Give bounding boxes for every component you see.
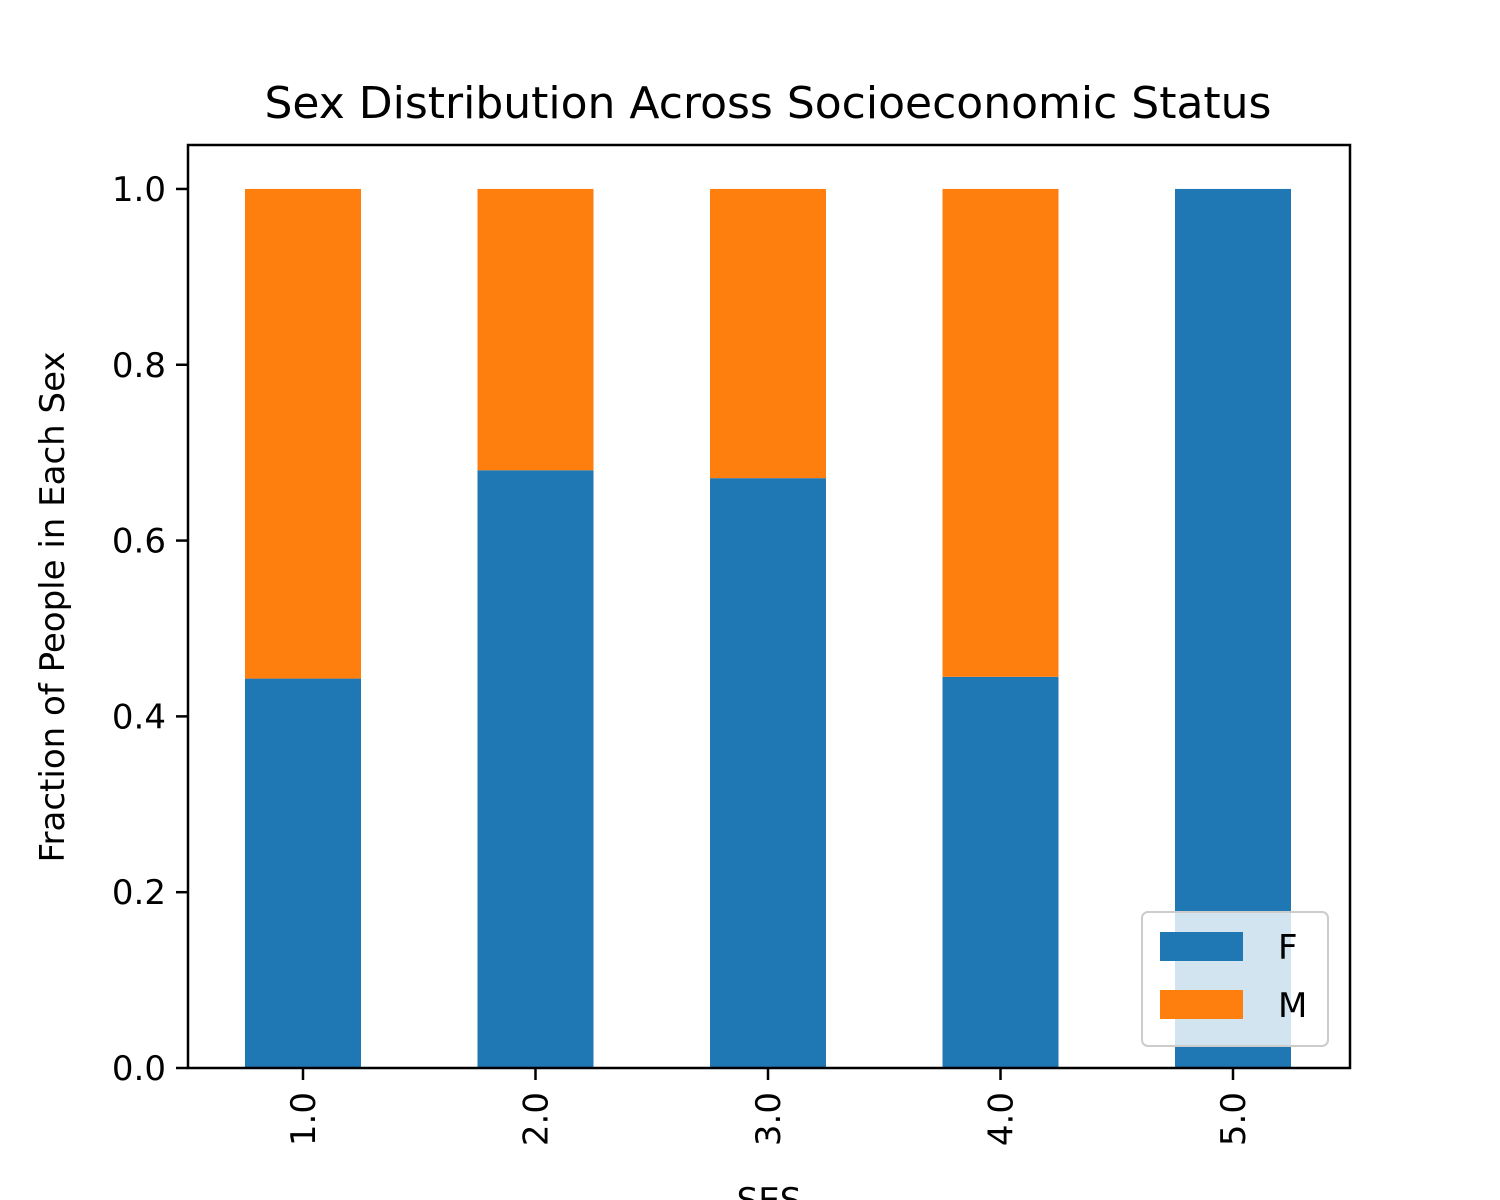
bar-F-2.0 (477, 470, 594, 1068)
y-axis: 0.0 0.2 0.4 0.6 0.8 1.0 (112, 170, 188, 1089)
bar-M-2.0 (477, 188, 594, 471)
y-axis-label: Fraction of People in Each Sex (33, 351, 73, 862)
x-tick-label: 3.0 (749, 1092, 789, 1146)
legend-swatch-F (1160, 932, 1243, 961)
legend: FM (1141, 911, 1329, 1047)
legend-label-M: M (1278, 986, 1307, 1026)
legend-label-F: F (1278, 928, 1298, 968)
y-tick-label: 1.0 (112, 170, 166, 210)
y-tick-label: 0.6 (112, 522, 166, 562)
y-tick-label: 0.4 (112, 697, 166, 737)
x-tick-label: 1.0 (284, 1092, 324, 1146)
y-tick-label: 0.2 (112, 873, 166, 913)
chart-title: Sex Distribution Across Socioeconomic St… (265, 78, 1272, 129)
bar-M-4.0 (942, 188, 1059, 677)
bars-group (245, 188, 1291, 1068)
bar-M-3.0 (710, 188, 826, 479)
x-tick-label: 4.0 (982, 1092, 1022, 1146)
bar-M-1.0 (245, 188, 361, 679)
x-axis: 1.0 2.0 3.0 4.0 5.0 (284, 1068, 1254, 1146)
legend-swatch-M (1160, 990, 1243, 1019)
bar-F-4.0 (942, 676, 1059, 1068)
x-axis-label: SES (737, 1181, 802, 1200)
y-tick-label: 0.0 (112, 1049, 166, 1089)
plot-frame (186, 143, 1352, 1070)
bar-F-1.0 (245, 678, 361, 1068)
bar-F-3.0 (710, 478, 826, 1068)
x-tick-label: 2.0 (517, 1092, 557, 1146)
x-tick-label: 5.0 (1214, 1092, 1254, 1146)
y-tick-label: 0.8 (112, 346, 166, 386)
